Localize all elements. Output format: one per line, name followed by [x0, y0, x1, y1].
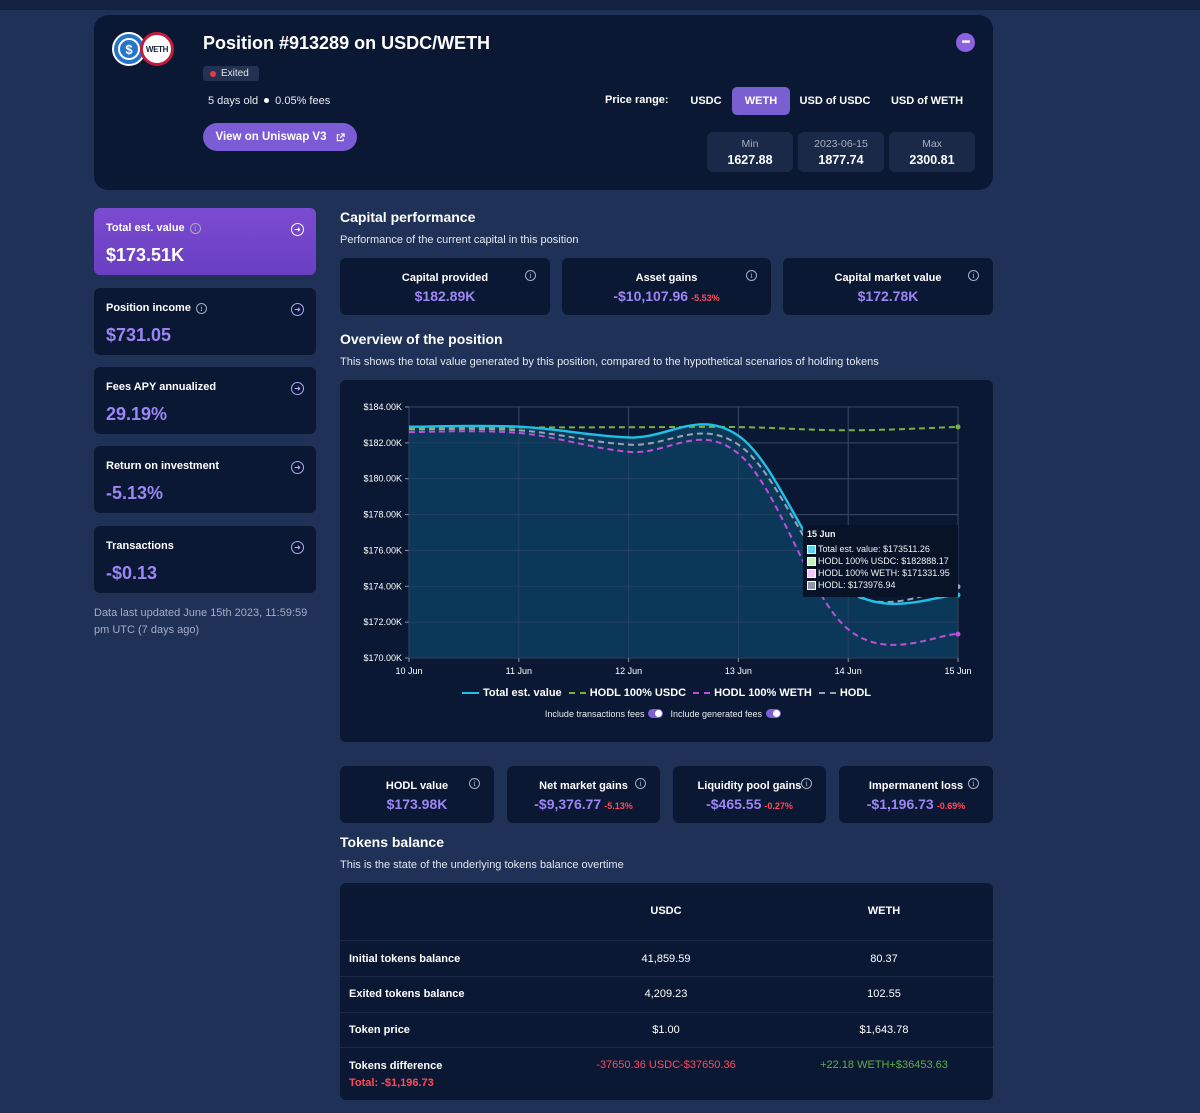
toggle-transactions-fees[interactable]	[648, 709, 664, 718]
y-tick-label: $174.00K	[363, 581, 402, 591]
dot-separator-icon	[264, 98, 270, 104]
price-tab-usd-of-usdc[interactable]: USD of USDC	[799, 95, 871, 107]
tokens-balance-title: Tokens balance	[340, 834, 445, 850]
metric-liquidity-pool-gains: Liquidity pool gains -$465.55 -0.27% i	[673, 766, 826, 823]
y-tick-label: $172.00K	[363, 617, 402, 627]
capital-performance-subtitle: Performance of the current capital in th…	[340, 234, 579, 246]
arrow-right-icon[interactable]: ➜	[291, 541, 304, 554]
chart-tooltip: 15 Jun Total est. value: $173511.26 HODL…	[803, 525, 958, 597]
capital-performance-title: Capital performance	[340, 209, 476, 225]
x-tick-label: 11 Jun	[506, 666, 532, 676]
status-dot-icon	[210, 71, 216, 77]
stat-position-income[interactable]: Position income i $731.05 ➜	[94, 288, 316, 355]
range-min: Min 1627.88	[707, 132, 793, 172]
tokens-balance-subtitle: This is the state of the underlying toke…	[340, 859, 624, 871]
more-options-button[interactable]: •••	[956, 33, 975, 52]
y-tick-label: $176.00K	[363, 545, 402, 555]
x-tick-label: 13 Jun	[725, 666, 752, 676]
chart-legend: Total est. value HODL 100% USDC HODL 100…	[340, 685, 993, 699]
series-end-point-2	[955, 631, 961, 637]
metric-impermanent-loss: Impermanent loss -$1,196.73 -0.69% i	[839, 766, 993, 823]
area-0	[409, 424, 958, 658]
stat-total-est-value[interactable]: Total est. value i $173.51K ➜	[94, 208, 316, 275]
metric-net-market-gains: Net market gains -$9,376.77 -5.13% i	[507, 766, 660, 823]
legend-hodl[interactable]: HODL	[818, 687, 871, 699]
range-current: 2023-06-15 1877.74	[798, 132, 884, 172]
info-icon[interactable]: i	[746, 270, 757, 281]
weth-logo-icon: WETH	[140, 32, 174, 66]
info-icon[interactable]: i	[635, 778, 646, 789]
position-header: $ WETH Position #913289 on USDC/WETH Exi…	[94, 15, 993, 190]
arrow-right-icon[interactable]: ➜	[291, 382, 304, 395]
column-header-usdc: USDC	[650, 905, 682, 917]
column-header-weth: WETH	[867, 905, 901, 917]
table-row: Exited tokens balance 4,209.23 102.55	[340, 976, 993, 1012]
price-tab-usd-of-weth[interactable]: USD of WETH	[890, 95, 964, 107]
info-icon[interactable]: i	[968, 270, 979, 281]
chart-toggles: Include transactions fees Include generat…	[340, 709, 993, 719]
tokens-difference-total: Total: -$1,196.73	[349, 1077, 434, 1089]
info-icon[interactable]: i	[189, 223, 201, 234]
price-tab-usdc[interactable]: USDC	[690, 95, 722, 107]
table-header: USDC WETH	[340, 883, 993, 940]
x-tick-label: 10 Jun	[395, 666, 422, 676]
x-tick-label: 15 Jun	[944, 666, 971, 676]
tokens-balance-table: USDC WETH Initial tokens balance 41,859.…	[340, 883, 993, 1100]
legend-hodl-weth[interactable]: HODL 100% WETH	[693, 687, 812, 699]
stat-fees-apy[interactable]: Fees APY annualized 29.19% ➜	[94, 367, 316, 434]
table-row-tokens-difference: Tokens difference Total: -$1,196.73 -376…	[340, 1047, 993, 1100]
arrow-right-icon[interactable]: ➜	[291, 223, 304, 236]
stat-transactions[interactable]: Transactions -$0.13 ➜	[94, 526, 316, 593]
metric-hodl-value: HODL value $173.98K i	[340, 766, 494, 823]
tooltip-swatch	[807, 556, 816, 566]
top-bar	[0, 0, 1200, 10]
x-tick-label: 12 Jun	[615, 666, 642, 676]
info-icon[interactable]: i	[968, 778, 979, 789]
table-row: Initial tokens balance 41,859.59 80.37	[340, 940, 993, 976]
overview-subtitle: This shows the total value generated by …	[340, 356, 879, 368]
external-link-icon	[336, 132, 345, 141]
range-max: Max 2300.81	[889, 132, 975, 172]
legend-total-est-value[interactable]: Total est. value	[462, 687, 562, 699]
metric-capital-market-value: Capital market value $172.78K i	[783, 258, 993, 315]
svg-text:$: $	[125, 42, 133, 57]
y-tick-label: $182.00K	[363, 438, 402, 448]
view-on-uniswap-button[interactable]: View on Uniswap V3	[203, 123, 357, 151]
y-tick-label: $184.00K	[363, 402, 402, 412]
position-age: 5 days old 0.05% fees	[208, 95, 331, 107]
tooltip-swatch	[807, 544, 816, 554]
y-tick-label: $180.00K	[363, 474, 402, 484]
x-tick-label: 14 Jun	[835, 666, 862, 676]
last-updated-note: Data last updated June 15th 2023, 11:59:…	[94, 607, 308, 636]
table-row: Token price $1.00 $1,643.78	[340, 1012, 993, 1047]
legend-hodl-usdc[interactable]: HODL 100% USDC	[568, 687, 686, 699]
page-title: Position #913289 on USDC/WETH	[203, 33, 491, 53]
overview-title: Overview of the position	[340, 331, 503, 347]
ellipsis-icon: •••	[961, 37, 970, 48]
y-tick-label: $178.00K	[363, 510, 402, 520]
price-range-label: Price range:	[605, 94, 669, 106]
metric-capital-provided: Capital provided $182.89K i	[340, 258, 550, 315]
status-badge: Exited	[203, 66, 259, 81]
metric-asset-gains: Asset gains -$10,107.96 -5.53% i	[562, 258, 771, 315]
arrow-right-icon[interactable]: ➜	[291, 461, 304, 474]
stat-return-on-investment[interactable]: Return on investment -5.13% ➜	[94, 446, 316, 513]
info-icon[interactable]: i	[801, 778, 812, 789]
info-icon[interactable]: i	[469, 778, 480, 789]
price-tab-weth[interactable]: WETH	[732, 87, 790, 115]
tooltip-swatch	[807, 580, 816, 590]
toggle-generated-fees[interactable]	[766, 709, 782, 718]
info-icon[interactable]: i	[195, 303, 207, 314]
arrow-right-icon[interactable]: ➜	[291, 303, 304, 316]
y-tick-label: $170.00K	[363, 653, 402, 663]
series-end-point-1	[955, 424, 961, 430]
overview-chart[interactable]: $170.00K $172.00K $174.00K $176.00K $178.00K…	[340, 380, 993, 742]
info-icon[interactable]: i	[525, 270, 536, 281]
tooltip-swatch	[807, 568, 816, 578]
